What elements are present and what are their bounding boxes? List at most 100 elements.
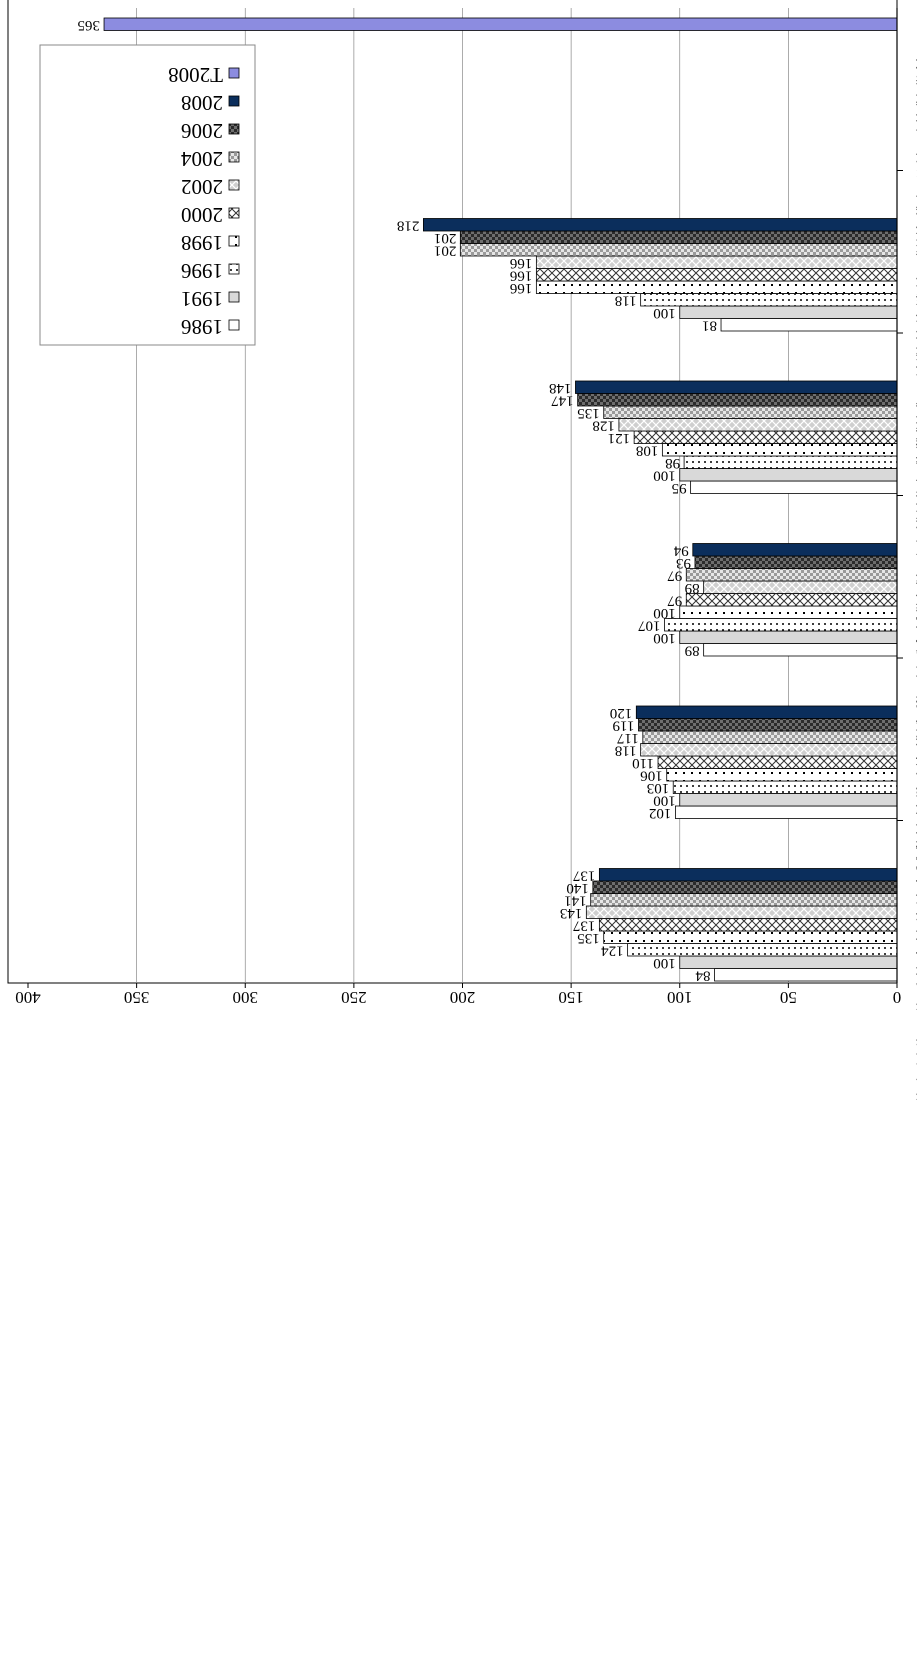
data-label: 201 bbox=[434, 230, 457, 246]
legend-swatch bbox=[228, 235, 240, 247]
bar bbox=[690, 480, 898, 494]
data-label: 100 bbox=[653, 955, 676, 971]
bar bbox=[720, 318, 898, 332]
data-label: 120 bbox=[610, 705, 633, 721]
bar bbox=[422, 218, 898, 232]
value-axis-ticks: 0 50 100 150 200 250 300 350 400 bbox=[15, 983, 901, 1007]
data-label: 102 bbox=[649, 805, 672, 821]
bar bbox=[666, 768, 898, 782]
legend-label: 2000 bbox=[181, 203, 223, 227]
bar bbox=[535, 268, 898, 282]
bar bbox=[679, 793, 898, 807]
legend-swatch bbox=[228, 67, 240, 79]
bar bbox=[675, 805, 898, 819]
bar bbox=[633, 430, 898, 444]
data-label: 93 bbox=[676, 555, 691, 571]
bar bbox=[640, 743, 898, 757]
data-label: 218 bbox=[397, 217, 420, 233]
tick-label: 150 bbox=[558, 988, 584, 1007]
legend-label: 1986 bbox=[181, 315, 223, 339]
bar bbox=[640, 293, 898, 307]
legend-label: 2008 bbox=[181, 91, 223, 115]
data-label: 135 bbox=[577, 405, 600, 421]
data-label: 110 bbox=[632, 755, 654, 771]
legend-swatch bbox=[228, 291, 240, 303]
tick-label: 250 bbox=[341, 988, 367, 1007]
legend-label: 2006 bbox=[181, 119, 223, 143]
tick-label: 400 bbox=[15, 988, 41, 1007]
bar bbox=[703, 580, 898, 594]
bar bbox=[598, 868, 898, 882]
bar bbox=[661, 443, 898, 457]
data-label: 100 bbox=[653, 305, 676, 321]
bar bbox=[642, 730, 898, 744]
bar bbox=[598, 918, 898, 932]
data-label: 89 bbox=[685, 642, 700, 658]
data-label: 137 bbox=[572, 917, 595, 933]
data-label: 143 bbox=[560, 905, 583, 921]
legend-label: 1996 bbox=[181, 259, 223, 283]
bar bbox=[535, 280, 898, 294]
tick-label: 50 bbox=[780, 988, 797, 1007]
bars bbox=[103, 8, 903, 983]
bar-labels: 8410012413513714314114013710210010310611… bbox=[78, 17, 717, 984]
category-label-zh: 趨勢數據 bbox=[916, 53, 917, 125]
bar bbox=[635, 705, 898, 719]
data-label: 97 bbox=[667, 592, 683, 608]
bar bbox=[692, 543, 898, 557]
bar bbox=[603, 405, 898, 419]
data-label: 128 bbox=[592, 417, 615, 433]
data-label: 98 bbox=[665, 455, 680, 471]
data-label: 107 bbox=[638, 617, 661, 633]
data-label: 100 bbox=[653, 605, 676, 621]
tick-label: 300 bbox=[233, 988, 259, 1007]
legend-swatch bbox=[228, 151, 240, 163]
bar bbox=[535, 255, 898, 269]
data-label: 124 bbox=[601, 942, 624, 958]
tick-label: 350 bbox=[124, 988, 150, 1007]
category-labels: 居住在低收入住戶的女性佔總女性的百分比〔12.4〕〔-〕% of women i… bbox=[916, 51, 917, 1124]
bar bbox=[679, 955, 898, 969]
data-label: 141 bbox=[564, 892, 587, 908]
bar bbox=[585, 905, 898, 919]
tick-label: 0 bbox=[893, 988, 902, 1007]
data-label: 95 bbox=[672, 480, 687, 496]
data-label: 121 bbox=[608, 430, 631, 446]
data-label: 135 bbox=[577, 930, 600, 946]
data-label: 201 bbox=[434, 242, 457, 258]
bar bbox=[638, 718, 898, 732]
grid-lines bbox=[136, 8, 789, 983]
tick-label: 200 bbox=[450, 988, 476, 1007]
data-label: 117 bbox=[616, 730, 638, 746]
data-label: 119 bbox=[613, 717, 635, 733]
legend-swatch bbox=[228, 319, 240, 331]
plot-root: 8410012413513714314114013710210010310611… bbox=[7, 0, 917, 1124]
data-label: 97 bbox=[667, 567, 683, 583]
bar bbox=[703, 643, 898, 657]
bar bbox=[627, 943, 898, 957]
bar bbox=[694, 555, 898, 569]
data-label: 148 bbox=[549, 380, 572, 396]
bar bbox=[103, 17, 898, 31]
data-label: 118 bbox=[615, 742, 637, 758]
bar bbox=[685, 568, 898, 582]
data-label: 84 bbox=[695, 967, 711, 983]
bar bbox=[575, 380, 898, 394]
bar bbox=[714, 968, 898, 982]
data-label: 118 bbox=[615, 292, 637, 308]
category-label-zh: 女性中位工資與男性中位工資的比例〔75〕〔+〕 bbox=[916, 387, 917, 766]
legend-swatch bbox=[228, 263, 240, 275]
data-label: 140 bbox=[566, 880, 589, 896]
category-label-zh: 女性行政及經理級人員佔該級人員總數的百分比〔20〕〔+〕 bbox=[916, 180, 917, 649]
bar bbox=[618, 418, 898, 432]
bar bbox=[664, 618, 898, 632]
data-label: 137 bbox=[572, 867, 595, 883]
bar bbox=[683, 455, 898, 469]
category-label-zh: 居住在低收入住戶的女性佔總女性的百分比〔12.4〕〔-〕 bbox=[916, 681, 917, 1124]
legend-label: T2008 bbox=[168, 63, 223, 87]
data-label: 106 bbox=[640, 767, 663, 783]
category-label-zh: 已婚女性勞動人口參與率〔42.5〕〔+〕 bbox=[916, 588, 917, 891]
data-label: 147 bbox=[551, 392, 574, 408]
data-label: 89 bbox=[685, 580, 700, 596]
bar bbox=[679, 630, 898, 644]
